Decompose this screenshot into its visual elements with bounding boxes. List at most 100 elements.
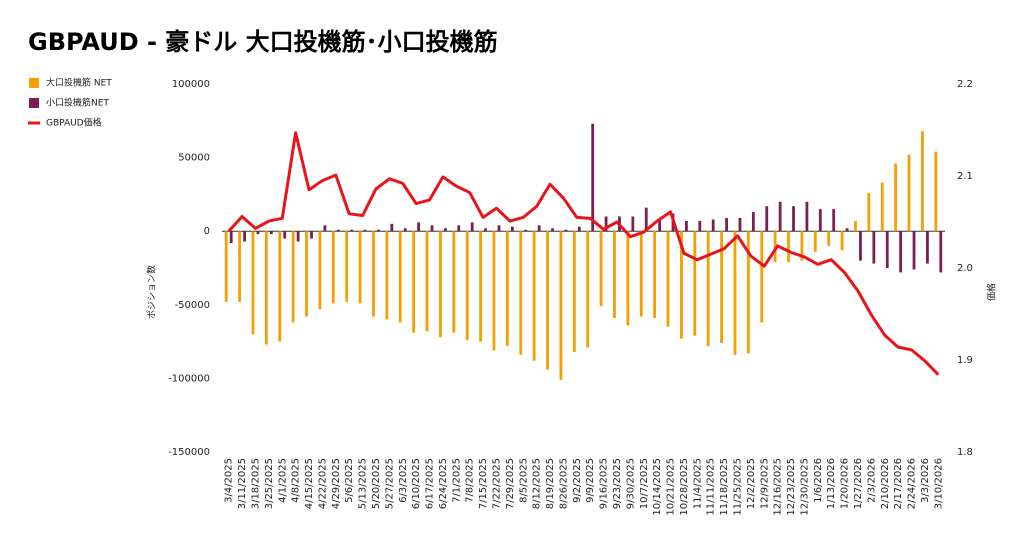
bar (644, 207, 648, 232)
bar (229, 231, 233, 243)
x-tick-label: 5/13/2025 (358, 458, 369, 509)
x-tick-label: 3/10/2026 (933, 458, 944, 509)
bar (484, 228, 487, 232)
x-tick-label: 9/30/2025 (625, 458, 636, 509)
bar (626, 231, 630, 326)
x-tick-label: 3/4/2025 (224, 458, 235, 503)
bar (613, 231, 616, 319)
bar (505, 231, 509, 347)
bar (666, 231, 670, 327)
x-tick-label: 3/3/2026 (920, 458, 931, 503)
x-tick-label: 2/3/2026 (866, 458, 877, 503)
bar (725, 217, 728, 232)
bar (818, 209, 822, 232)
x-tick-label: 10/28/2025 (679, 458, 690, 516)
legend-label: 小口投機筋NET (46, 97, 109, 109)
bar (283, 231, 287, 239)
bar (751, 212, 755, 232)
bar (733, 231, 737, 355)
bar (305, 231, 308, 317)
bar (390, 223, 394, 232)
y-tick-label: 50000 (178, 153, 210, 164)
bar (880, 182, 884, 232)
legend-swatch (29, 98, 39, 108)
price-line (227, 131, 940, 376)
bar (800, 231, 804, 261)
bar (412, 231, 416, 333)
bar (417, 222, 421, 232)
bar (479, 231, 482, 342)
x-tick-label: 8/26/2025 (558, 458, 569, 509)
x-tick-label: 5/27/2025 (384, 458, 395, 509)
x-tick-label: 4/8/2025 (291, 458, 302, 503)
bar (658, 219, 662, 232)
bar (403, 228, 407, 232)
x-tick-label: 5/20/2025 (371, 458, 382, 509)
bar (738, 217, 742, 232)
bar (492, 231, 496, 351)
bar (310, 231, 313, 239)
x-tick-label: 7/8/2025 (465, 458, 476, 503)
bar (885, 231, 889, 268)
bar (358, 231, 362, 304)
x-tick-label: 4/29/2025 (331, 458, 342, 509)
y2-axis-label: 価格 (986, 283, 998, 301)
bar (698, 220, 702, 232)
bar (813, 231, 817, 252)
bar (631, 216, 635, 232)
bar (510, 226, 514, 232)
bar (711, 219, 715, 232)
y-tick-label: 100000 (172, 79, 210, 90)
bar (840, 231, 844, 251)
x-tick-label: 8/19/2025 (545, 458, 556, 509)
x-tick-label: 11/18/2025 (719, 458, 730, 516)
x-tick-label: 1/13/2026 (826, 458, 837, 509)
bar (907, 154, 911, 232)
x-tick-label: 7/15/2025 (478, 458, 489, 509)
bar (926, 231, 929, 264)
bar (551, 228, 554, 232)
bar (921, 131, 924, 232)
x-tick-label: 7/22/2025 (491, 458, 502, 509)
bar (224, 231, 228, 302)
bar (899, 231, 903, 273)
y-tick-label: 0 (204, 226, 210, 237)
x-tick-label: 2/17/2026 (893, 458, 904, 509)
bar (537, 225, 541, 232)
bar (350, 229, 354, 232)
bar (805, 201, 809, 232)
bar (457, 225, 461, 232)
bar (238, 231, 241, 302)
bar (934, 151, 938, 232)
bar (363, 229, 367, 232)
x-tick-label: 7/29/2025 (505, 458, 516, 509)
x-tick-label: 9/9/2025 (585, 458, 596, 503)
bar (765, 206, 769, 232)
x-tick-label: 10/7/2025 (639, 458, 650, 509)
bar (331, 231, 335, 304)
bar (564, 229, 568, 232)
bar (425, 231, 429, 332)
y2-tick-label: 1.9 (957, 355, 973, 366)
x-tick-label: 11/25/2025 (732, 458, 743, 516)
x-tick-label: 9/23/2025 (612, 458, 623, 509)
x-tick-label: 2/10/2026 (880, 458, 891, 509)
bar (336, 229, 340, 232)
bar (269, 231, 273, 235)
bar (685, 220, 688, 232)
bar (519, 231, 523, 355)
x-tick-label: 12/16/2025 (773, 458, 784, 516)
bar (465, 231, 469, 341)
bar (859, 231, 862, 261)
bar (524, 229, 528, 232)
y-tick-label: -150000 (168, 447, 210, 458)
bar (867, 192, 871, 232)
x-tick-label: 3/25/2025 (264, 458, 275, 509)
bar (720, 231, 723, 344)
bar (706, 231, 710, 347)
bar (372, 231, 375, 317)
chart-title: GBPAUD - 豪ドル 大口投機筋･小口投機筋 (28, 28, 498, 56)
y2-tick-label: 1.8 (957, 447, 973, 458)
legend-swatch (29, 78, 39, 88)
x-tick-label: 8/5/2025 (518, 458, 529, 503)
